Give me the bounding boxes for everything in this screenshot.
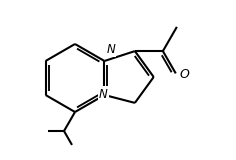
Text: N: N <box>106 43 115 56</box>
Text: O: O <box>180 68 190 81</box>
Text: N: N <box>99 88 108 100</box>
